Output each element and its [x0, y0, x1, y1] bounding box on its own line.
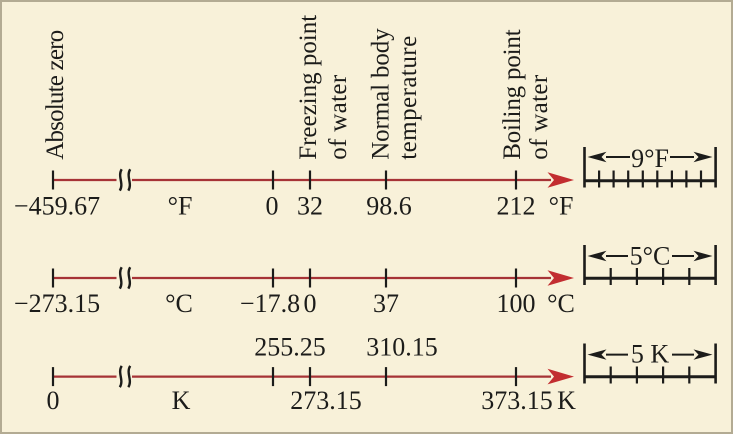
svg-text:°C: °C	[547, 289, 575, 318]
svg-text:Freezing point: Freezing point	[295, 15, 322, 160]
svg-text:0: 0	[47, 386, 60, 415]
svg-text:K: K	[557, 386, 576, 415]
svg-text:100: 100	[497, 289, 536, 318]
svg-text:255.25: 255.25	[254, 333, 326, 362]
svg-text:373.15: 373.15	[481, 386, 553, 415]
svg-text:98.6: 98.6	[366, 192, 412, 221]
svg-text:°C: °C	[165, 289, 193, 318]
svg-text:of water: of water	[526, 74, 553, 160]
svg-text:212: 212	[497, 192, 536, 221]
svg-text:32: 32	[297, 192, 323, 221]
svg-text:273.15: 273.15	[290, 386, 362, 415]
svg-text:temperature: temperature	[395, 36, 422, 160]
svg-text:Normal body: Normal body	[368, 28, 395, 160]
svg-text:°F: °F	[168, 192, 193, 221]
svg-text:of water: of water	[325, 74, 352, 160]
svg-text:−17.8: −17.8	[240, 289, 300, 318]
svg-text:9°F: 9°F	[631, 144, 669, 173]
svg-text:5°C: 5°C	[630, 242, 671, 271]
svg-text:Absolute zero: Absolute zero	[42, 30, 69, 160]
svg-text:−273.15: −273.15	[14, 289, 100, 318]
svg-text:5 K: 5 K	[631, 340, 670, 369]
svg-text:310.15: 310.15	[366, 333, 438, 362]
svg-text:°F: °F	[549, 192, 574, 221]
svg-text:K: K	[172, 386, 191, 415]
svg-text:0: 0	[266, 192, 279, 221]
svg-text:−459.67: −459.67	[14, 192, 100, 221]
svg-text:37: 37	[373, 289, 399, 318]
svg-text:0: 0	[304, 289, 317, 318]
svg-text:Boiling point: Boiling point	[499, 29, 526, 160]
